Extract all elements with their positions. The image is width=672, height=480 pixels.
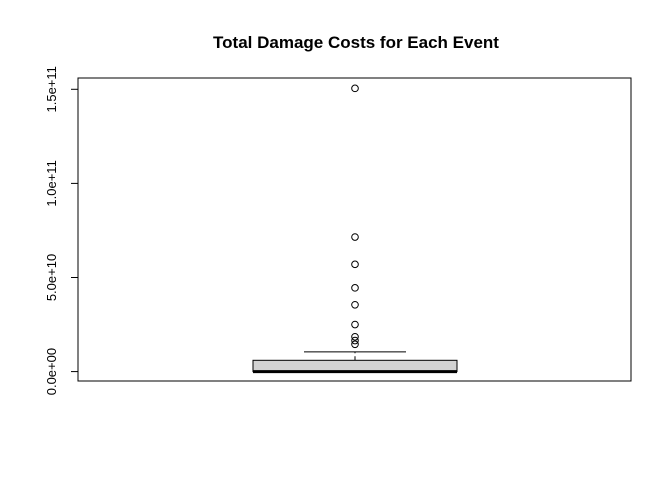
box-group <box>252 351 458 374</box>
outlier-point <box>351 320 359 329</box>
y-tick-label: 1.0e+11 <box>44 160 59 206</box>
outlier-point <box>351 336 359 345</box>
outlier-point <box>351 84 359 93</box>
outlier-point <box>351 260 359 269</box>
outlier-point <box>351 300 359 309</box>
y-axis: 0.0e+00 5.0e+10 1.0e+11 1.5e+11 <box>44 66 79 395</box>
chart-title: Total Damage Costs for Each Event <box>213 33 499 52</box>
outlier-point <box>351 284 359 292</box>
y-tick-label: 1.5e+11 <box>44 66 59 112</box>
outliers <box>351 84 359 349</box>
outlier-point <box>351 233 359 241</box>
iqr-box <box>252 359 458 373</box>
outlier-point <box>351 332 359 341</box>
y-tick-label: 5.0e+10 <box>44 254 59 301</box>
outlier-point <box>351 340 359 349</box>
y-tick-label: 0.0e+00 <box>44 348 59 395</box>
plot-frame <box>77 77 632 382</box>
